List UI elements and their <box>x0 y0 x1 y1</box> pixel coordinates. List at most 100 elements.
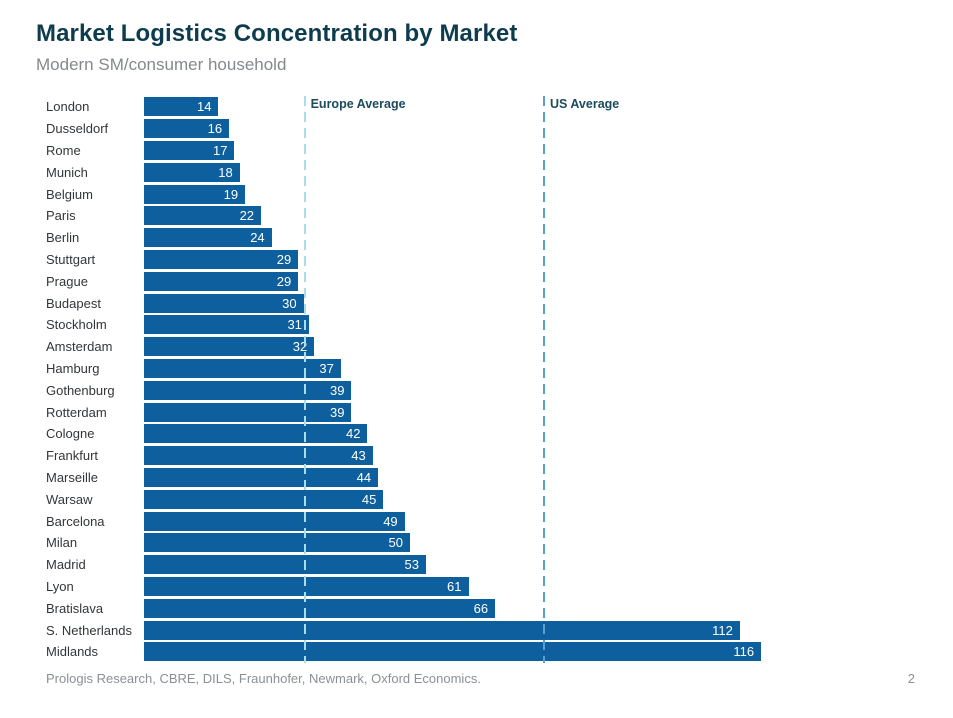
us-average-label: US Average <box>550 97 620 111</box>
bar-category-label: Belgium <box>46 186 93 202</box>
us-average-reference-line: US Average <box>543 96 619 663</box>
bar: 31 <box>144 315 309 335</box>
bar-value-label: 17 <box>212 142 228 158</box>
europe-average-label: Europe Average <box>310 97 406 111</box>
bar-row: London 14 <box>46 96 926 118</box>
bar-chart: Europe Average US Average London 14 Duss… <box>46 96 926 663</box>
bar: 44 <box>144 467 379 487</box>
bar-category-label: Stuttgart <box>46 251 96 267</box>
bar: 45 <box>144 489 384 509</box>
bar: 53 <box>144 555 426 575</box>
bar-category-label: Barcelona <box>46 513 105 529</box>
page-title: Market Logistics Concentration by Market <box>36 20 518 47</box>
bar-value-label: 49 <box>383 513 398 529</box>
page-number: 2 <box>907 671 915 686</box>
bar: 42 <box>144 424 368 444</box>
bar-row: Rotterdam 39 <box>46 401 926 423</box>
bar-category-label: Prague <box>46 273 88 289</box>
bar: 18 <box>144 162 240 182</box>
bar-row: Stuttgart 29 <box>46 249 926 271</box>
bar-category-label: Budapest <box>46 295 101 311</box>
bar: 39 <box>144 402 352 422</box>
bar-category-label: Berlin <box>46 230 80 246</box>
bar-row: Hamburg 37 <box>46 358 926 380</box>
bar-category-label: Lyon <box>46 578 74 594</box>
bar-category-label: Marseille <box>46 469 99 485</box>
bar: 61 <box>144 576 469 596</box>
bar-value-label: 39 <box>330 404 345 420</box>
bar: 49 <box>144 511 405 531</box>
page-subtitle: Modern SM/consumer household <box>36 55 287 74</box>
bar-row: Rome 17 <box>46 140 926 162</box>
bar-category-label: Paris <box>46 208 76 224</box>
bar-row: Bratislava 66 <box>46 597 926 619</box>
bar-category-label: Gothenburg <box>46 382 115 398</box>
bar-category-label: Rotterdam <box>46 404 107 420</box>
bar-value-label: 29 <box>276 251 292 267</box>
bar-category-label: Munich <box>46 164 88 180</box>
bar: 66 <box>144 598 496 618</box>
bar-category-label: Amsterdam <box>46 339 113 355</box>
bar: 37 <box>144 358 341 378</box>
bar: 116 <box>144 642 762 662</box>
bar-value-label: 14 <box>197 99 212 115</box>
bar: 17 <box>144 140 235 160</box>
bar-value-label: 53 <box>404 557 419 573</box>
bar-row: Gothenburg 39 <box>46 379 926 401</box>
bar-row: S. Netherlands 112 <box>46 619 926 641</box>
bar-category-label: Midlands <box>46 644 99 660</box>
bar-row: Belgium 19 <box>46 183 926 205</box>
bar-row: Frankfurt 43 <box>46 445 926 467</box>
bar: 16 <box>144 119 230 139</box>
bar-value-label: 116 <box>733 644 755 660</box>
bar: 29 <box>144 249 299 269</box>
bar-value-label: 50 <box>388 535 403 551</box>
chart-header: Market Logistics Concentration by Market… <box>36 20 517 75</box>
bar-row: Midlands 116 <box>46 641 926 663</box>
bar-row: Dusseldorf 16 <box>46 118 926 140</box>
bar-row: Cologne 42 <box>46 423 926 445</box>
bar-row: Stockholm 31 <box>46 314 926 336</box>
bar-category-label: Bratislava <box>46 600 104 616</box>
bar-category-label: S. Netherlands <box>46 622 132 638</box>
bar: 43 <box>144 446 373 466</box>
bar-row: Barcelona 49 <box>46 510 926 532</box>
bar-row: Lyon 61 <box>46 576 926 598</box>
bar-row: Budapest 30 <box>46 292 926 314</box>
bar: 29 <box>144 271 299 291</box>
bar-rows: London 14 Dusseldorf 16 Rome 17 Munich 1… <box>46 96 926 663</box>
bar-category-label: Hamburg <box>46 360 100 376</box>
bar: 32 <box>144 337 315 357</box>
bar: 30 <box>144 293 304 313</box>
bar-value-label: 112 <box>712 622 733 638</box>
bar: 50 <box>144 533 410 553</box>
bar-category-label: Rome <box>46 142 81 158</box>
europe-average-reference-line: Europe Average <box>303 96 406 663</box>
slide-footer: Prologis Research, CBRE, DILS, Fraunhofe… <box>46 671 915 686</box>
bar-value-label: 16 <box>207 121 223 137</box>
bar: 24 <box>144 228 272 248</box>
bar-value-label: 19 <box>223 186 239 202</box>
bar-category-label: Dusseldorf <box>46 121 109 137</box>
bar-category-label: Milan <box>46 535 78 551</box>
bar-row: Madrid 53 <box>46 554 926 576</box>
bar-value-label: 37 <box>319 360 334 376</box>
bar-value-label: 24 <box>250 230 265 246</box>
bar: 39 <box>144 380 352 400</box>
bar: 22 <box>144 206 262 226</box>
bar-value-label: 30 <box>282 295 297 311</box>
bar-value-label: 39 <box>330 382 345 398</box>
bar-row: Amsterdam 32 <box>46 336 926 358</box>
bar-category-label: Cologne <box>46 426 95 442</box>
bar-value-label: 31 <box>287 317 302 333</box>
bar-row: Prague 29 <box>46 270 926 292</box>
bar-row: Munich 18 <box>46 161 926 183</box>
bar-value-label: 29 <box>276 273 292 289</box>
bar-row: Milan 50 <box>46 532 926 554</box>
bar-value-label: 66 <box>473 600 489 616</box>
bar-value-label: 22 <box>239 208 255 224</box>
bar-category-label: London <box>46 99 90 115</box>
bar-row: Paris 22 <box>46 205 926 227</box>
bar-row: Berlin 24 <box>46 227 926 249</box>
bar: 112 <box>144 620 740 640</box>
